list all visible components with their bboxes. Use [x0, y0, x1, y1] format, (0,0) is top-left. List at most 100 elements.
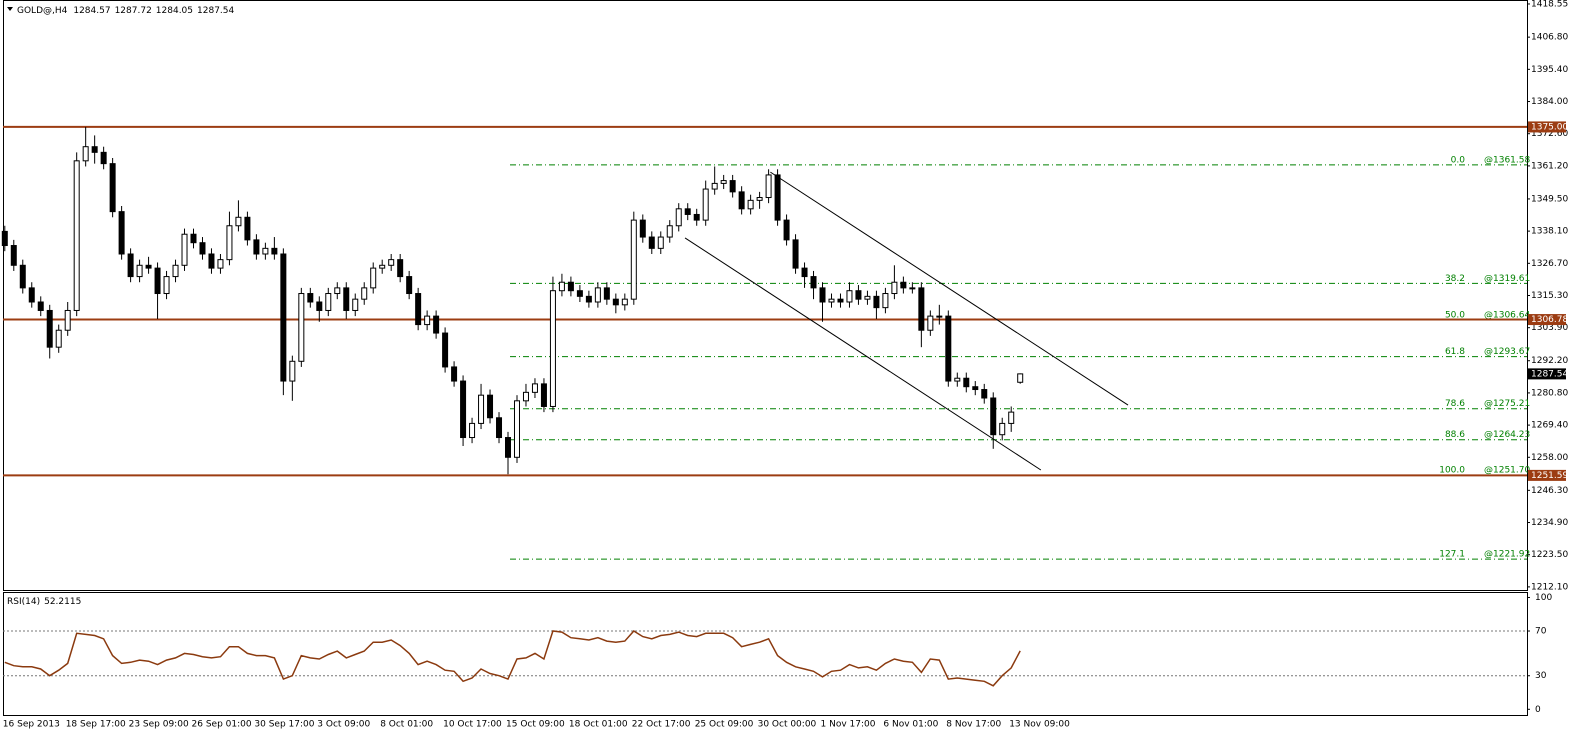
candle-body: [505, 437, 512, 458]
candle-body: [478, 394, 485, 424]
rsi-pane: [3, 592, 1528, 716]
candle-body: [1008, 411, 1015, 424]
candle-body: [936, 315, 943, 318]
trendline: [684, 237, 1042, 471]
candle-body: [127, 253, 134, 278]
level-label: 1251.59: [1531, 471, 1568, 481]
candle-body: [585, 295, 592, 303]
current-price-label: 1287.54: [1531, 369, 1568, 379]
y-tick-label: 1292.20: [1531, 356, 1568, 366]
fib-level-label: 100.0: [1439, 466, 1465, 476]
candle-body: [873, 295, 880, 309]
fib-price-label: @1275.21: [1484, 399, 1530, 409]
chart-header: GOLD@,H4 1284.57 1287.72 1284.05 1287.54: [17, 6, 235, 16]
candle-body: [316, 301, 323, 311]
candle-body: [999, 422, 1006, 436]
symbol: GOLD@,H4: [17, 6, 68, 16]
candle-body: [513, 400, 520, 458]
rsi-value: 52.2115: [44, 597, 81, 607]
high-value: 1287.72: [115, 6, 152, 16]
x-tick-label: 18 Sep 17:00: [66, 720, 126, 730]
candle-body: [136, 264, 143, 278]
candle-body: [846, 290, 853, 303]
y-tick-label: 1258.00: [1531, 453, 1568, 463]
candle-body: [549, 290, 556, 407]
candle-body: [927, 315, 934, 331]
candle-body: [945, 315, 952, 382]
candle-body: [675, 208, 682, 227]
x-tick-label: 16 Sep 2013: [3, 720, 60, 730]
candle-body: [352, 298, 359, 311]
candle-body: [55, 329, 62, 348]
fib-price-label: @1221.92: [1484, 550, 1530, 560]
x-tick-label: 6 Nov 01:00: [883, 720, 938, 730]
y-tick-label: 1303.90: [1531, 323, 1568, 333]
y-tick-label: 1384.00: [1531, 97, 1568, 107]
x-tick-label: 13 Nov 09:00: [1009, 720, 1070, 730]
candle-body: [1, 230, 8, 247]
candle-body: [190, 233, 197, 244]
close-value: 1287.54: [197, 6, 234, 16]
y-tick-label: 1269.40: [1531, 421, 1568, 431]
candle-body: [235, 216, 242, 227]
candle-body: [109, 163, 116, 213]
fib-level-label: 78.6: [1445, 399, 1465, 409]
level-label: 1375.00: [1531, 122, 1568, 132]
y-tick-label: 1246.30: [1531, 486, 1568, 496]
candle-body: [406, 276, 413, 295]
candle-body: [810, 276, 817, 289]
candle-body: [118, 211, 125, 255]
candle-body: [711, 182, 718, 190]
candle-body: [262, 247, 269, 255]
candle-body: [531, 383, 538, 393]
candle-body: [397, 259, 404, 278]
candle-body: [819, 287, 826, 303]
y-tick-label: 1223.50: [1531, 550, 1568, 560]
candle-body: [720, 180, 727, 184]
candle-body: [963, 377, 970, 388]
candle-body: [370, 267, 377, 289]
candle-body: [163, 276, 170, 295]
y-tick-label: 1280.80: [1531, 388, 1568, 398]
candle-body: [181, 233, 188, 266]
fib-level-label: 50.0: [1445, 310, 1465, 320]
candle-body: [774, 174, 781, 221]
candle-body: [280, 253, 287, 382]
candle-body: [801, 267, 808, 278]
current-price-box: [1528, 368, 1566, 380]
fib-level-label: 61.8: [1445, 347, 1465, 357]
candle-body: [792, 239, 799, 269]
fib-price-label: @1251.70: [1484, 466, 1530, 476]
x-tick-label: 23 Sep 09:00: [129, 720, 189, 730]
candle-body: [442, 332, 449, 368]
candle-body: [972, 386, 979, 391]
fib-level-label: 0.0: [1451, 155, 1466, 165]
fib-price-label: @1361.58: [1484, 155, 1530, 165]
candle-body: [864, 295, 871, 300]
candle-body: [828, 298, 835, 303]
x-tick-label: 18 Oct 01:00: [569, 720, 628, 730]
candle-body: [1017, 373, 1024, 383]
candle-body: [558, 281, 565, 292]
y-tick-label: 1395.40: [1531, 65, 1568, 75]
candle-body: [253, 239, 260, 255]
candle-body: [154, 267, 161, 295]
menu-arrow: [7, 7, 13, 11]
candle-body: [100, 151, 107, 165]
candle-body: [918, 287, 925, 331]
candle-body: [172, 264, 179, 278]
candle-body: [487, 394, 494, 419]
y-tick-label: 1338.10: [1531, 227, 1568, 237]
candle-body: [343, 287, 350, 311]
candle-body: [981, 389, 988, 399]
y-tick-label: 1349.50: [1531, 194, 1568, 204]
candle-body: [415, 293, 422, 326]
candle-body: [307, 293, 314, 303]
candle-body: [325, 293, 332, 311]
x-tick-label: 8 Oct 01:00: [380, 720, 433, 730]
rsi-title: RSI(14): [7, 597, 40, 607]
x-tick-label: 30 Oct 00:00: [758, 720, 817, 730]
candle-body: [199, 242, 206, 255]
rsi-tick-label: 30: [1535, 671, 1547, 681]
